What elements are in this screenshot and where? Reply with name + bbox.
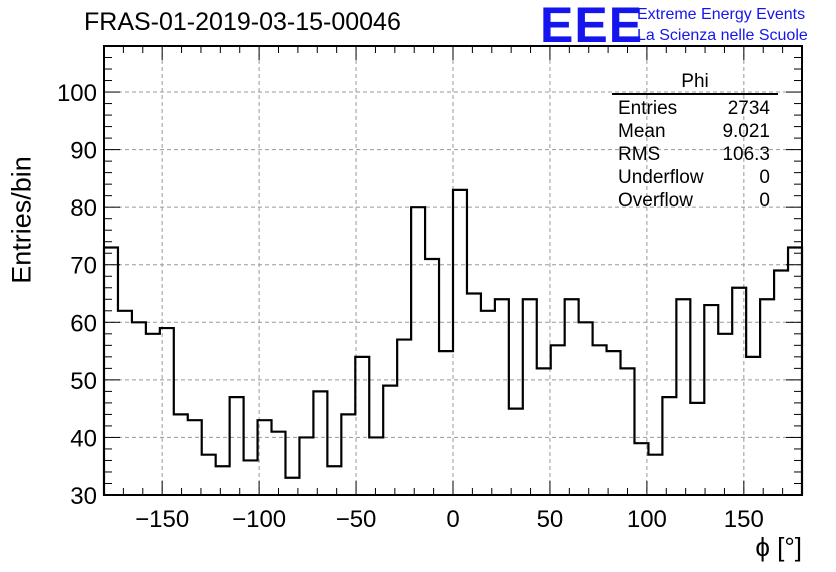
y-tick-labels: 30 40 50 60 70 80 90 100 — [57, 80, 97, 510]
x-tick-label: 50 — [537, 506, 564, 533]
x-tick-label: −100 — [232, 506, 286, 533]
y-axis-label: Entries/bin — [6, 156, 37, 284]
chart-title: FRAS-01-2019-03-15-00046 — [84, 8, 401, 36]
y-tick-label: 80 — [70, 195, 97, 222]
plot-frame — [103, 45, 803, 496]
stats-value: 0 — [759, 167, 770, 188]
stats-value: 2734 — [727, 98, 770, 119]
y-axis-label-box: Entries/bin — [6, 110, 38, 330]
y-tick-label: 60 — [70, 310, 97, 337]
logo-line-2: La Scienza nelle Scuole — [637, 27, 808, 44]
y-tick-label: 90 — [70, 138, 97, 165]
stats-row-underflow: Underflow 0 — [612, 166, 778, 189]
y-tick-label: 100 — [57, 80, 97, 107]
x-tick-label: −150 — [135, 506, 189, 533]
stats-row-rms: RMS 106.3 — [612, 143, 778, 166]
x-tick-labels: −150 −100 −50 0 50 100 150 — [135, 506, 764, 533]
stats-label: Underflow — [618, 167, 704, 188]
logo-caption: Extreme Energy Events La Scienza nelle S… — [637, 4, 808, 46]
stats-label: RMS — [618, 144, 661, 165]
x-tick-label: 150 — [724, 506, 764, 533]
stats-row-mean: Mean 9.021 — [612, 120, 778, 143]
y-tick-label: 40 — [70, 425, 97, 452]
axis-ticks — [104, 45, 802, 496]
stats-value: 9.021 — [722, 121, 770, 142]
stats-label: Overflow — [618, 190, 693, 211]
stats-row-entries: Entries 2734 — [612, 97, 778, 120]
x-tick-label: 0 — [446, 506, 459, 533]
stats-value: 0 — [759, 190, 770, 211]
x-tick-label: 100 — [627, 506, 667, 533]
stats-box: Phi Entries 2734 Mean 9.021 RMS 106.3 Under… — [612, 72, 778, 212]
y-tick-label: 30 — [70, 483, 97, 510]
stats-value: 106.3 — [722, 144, 770, 165]
x-tick-label: −50 — [336, 506, 377, 533]
histogram-series-line — [102, 188, 804, 495]
y-tick-label: 50 — [70, 368, 97, 395]
logo-line-1: Extreme Energy Events — [637, 6, 806, 23]
stats-title: Phi — [612, 72, 778, 95]
stats-label: Mean — [618, 121, 666, 142]
stats-label: Entries — [618, 98, 678, 119]
stats-row-overflow: Overflow 0 — [612, 189, 778, 212]
x-axis-label: ϕ [°] — [755, 532, 802, 562]
eee-logo: EEE — [540, 0, 644, 53]
y-tick-label: 70 — [70, 253, 97, 280]
